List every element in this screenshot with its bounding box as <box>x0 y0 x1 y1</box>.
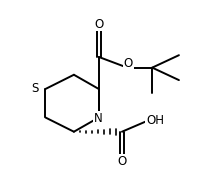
Text: O: O <box>94 17 103 31</box>
Text: S: S <box>31 82 39 96</box>
Text: O: O <box>117 155 127 168</box>
Text: O: O <box>124 57 133 70</box>
Text: N: N <box>94 111 102 125</box>
Text: OH: OH <box>147 114 164 127</box>
